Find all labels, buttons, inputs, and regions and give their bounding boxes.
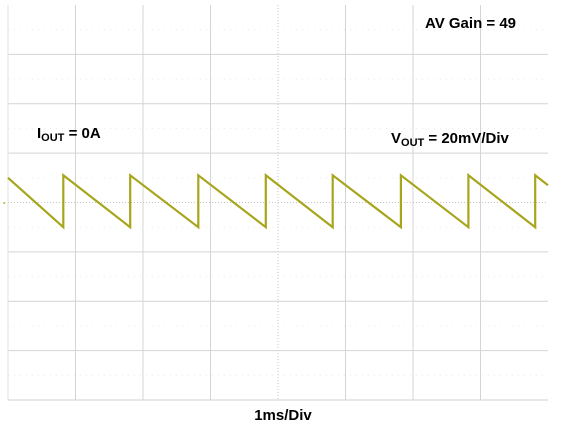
vout-annotation: VOUT = 20mV/Div: [391, 130, 509, 149]
vout-value: = 20mV/Div: [424, 130, 509, 147]
x-axis-label: 1ms/Div: [254, 407, 312, 424]
gain-annotation: AV Gain = 49: [425, 15, 517, 32]
trace-group: [7, 173, 549, 230]
vout-subscript: OUT: [401, 137, 425, 149]
grid: •: [3, 5, 548, 401]
iout-subscript: OUT: [41, 132, 65, 144]
iout-symbol: I: [37, 125, 42, 142]
vout-symbol: V: [391, 130, 402, 147]
iout-value: = 0A: [64, 125, 101, 142]
iout-annotation: IOUT = 0A: [37, 125, 101, 144]
channel-ground-marker: •: [3, 201, 6, 208]
vout-ripple-trace: [7, 173, 549, 230]
